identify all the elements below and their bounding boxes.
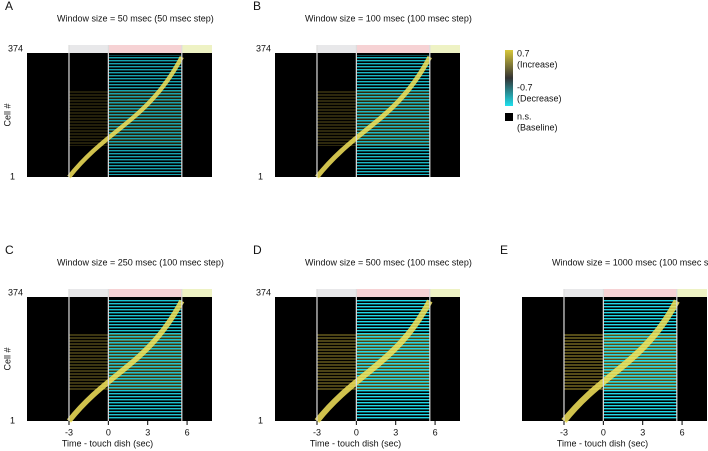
x-axis-label: Time - touch dish (sec) <box>557 438 648 448</box>
y-bottom-label: 1 <box>10 171 15 181</box>
epoch-baseline <box>563 289 604 297</box>
x-tick-label: 3 <box>393 427 398 437</box>
panel-title: Window size = 500 msec (100 msec step) <box>305 257 472 267</box>
x-tick-label: -3 <box>313 427 321 437</box>
heatmap-diagonal <box>561 299 680 423</box>
panel-title: Window size = 250 msec (100 msec step) <box>57 257 224 267</box>
panel-letter: C <box>5 243 14 257</box>
panel: A Window size = 50 msec (50 msec step) 374… <box>2 0 213 181</box>
panel-title: Window size = 50 msec (50 msec step) <box>57 13 214 23</box>
y-bottom-label: 1 <box>258 171 263 181</box>
heatmap-diagonal <box>315 55 432 179</box>
epoch-eat <box>181 289 212 297</box>
ns-swatch <box>505 113 513 121</box>
panel-title: Window size = 100 msec (100 msec step) <box>305 13 472 23</box>
legend: 0.7 (Increase) -0.7 (Decrease) n.s. (Bas… <box>505 48 562 132</box>
panel-letter: D <box>253 243 262 257</box>
heatmap-increase-bg <box>68 334 182 390</box>
y-axis-label: Cell # <box>2 103 12 126</box>
x-axis-label: Time - touch dish (sec) <box>62 438 153 448</box>
x-tick-label: 0 <box>601 427 606 437</box>
y-axis-label: Cell # <box>2 347 12 370</box>
epoch-eat <box>429 45 460 53</box>
x-tick-label: -3 <box>65 427 73 437</box>
legend-min-note: (Decrease) <box>517 93 562 103</box>
x-tick-label: 3 <box>640 427 645 437</box>
x-tick-label: 3 <box>145 427 150 437</box>
epoch-baseline <box>68 45 109 53</box>
x-tick-label: 0 <box>106 427 111 437</box>
panel-title: Window size = 1000 msec (100 msec step) <box>552 257 708 267</box>
y-top-label: 374 <box>256 287 271 297</box>
panel-letter: E <box>500 243 508 257</box>
epoch-reach <box>356 289 430 297</box>
heatmap-diagonal <box>67 55 184 179</box>
epoch-reach <box>108 45 182 53</box>
legend-max: 0.7 <box>517 48 530 58</box>
y-top-label: 374 <box>8 287 23 297</box>
panel: D Window size = 500 msec (100 msec step) 3… <box>253 243 472 448</box>
legend-min: -0.7 <box>517 82 533 92</box>
epoch-reach <box>603 289 677 297</box>
legend-max-note: (Increase) <box>517 59 558 69</box>
epoch-eat <box>181 45 212 53</box>
panel: C Window size = 250 msec (100 msec step) 3… <box>2 243 223 448</box>
epoch-eat <box>676 289 707 297</box>
epoch-eat <box>429 289 460 297</box>
heatmap-diagonal <box>314 299 433 423</box>
heatmap-increase-bg <box>316 334 430 390</box>
x-tick-label: 6 <box>185 427 190 437</box>
panel: E Window size = 1000 msec (100 msec step)… <box>500 243 708 448</box>
colorbar <box>505 50 513 106</box>
panel-letter: A <box>5 0 13 13</box>
y-bottom-label: 1 <box>258 415 263 425</box>
epoch-reach <box>108 289 182 297</box>
x-tick-label: -3 <box>560 427 568 437</box>
y-top-label: 374 <box>8 43 23 53</box>
legend-ns-note: (Baseline) <box>517 122 558 132</box>
x-tick-label: 6 <box>433 427 438 437</box>
epoch-baseline <box>316 45 357 53</box>
epoch-reach <box>356 45 430 53</box>
y-top-label: 374 <box>256 43 271 53</box>
heatmap-increase-bg <box>68 90 182 146</box>
epoch-baseline <box>68 289 109 297</box>
x-tick-label: 0 <box>354 427 359 437</box>
panel: B Window size = 100 msec (100 msec step) 3… <box>253 0 472 181</box>
heatmap-increase-bg <box>316 90 430 146</box>
x-tick-label: 6 <box>680 427 685 437</box>
panel-letter: B <box>253 0 261 13</box>
x-axis-label: Time - touch dish (sec) <box>310 438 401 448</box>
epoch-baseline <box>316 289 357 297</box>
legend-ns: n.s. <box>517 111 532 121</box>
heatmap-diagonal <box>66 299 185 423</box>
heatmap-increase-bg <box>563 334 677 390</box>
y-bottom-label: 1 <box>10 415 15 425</box>
